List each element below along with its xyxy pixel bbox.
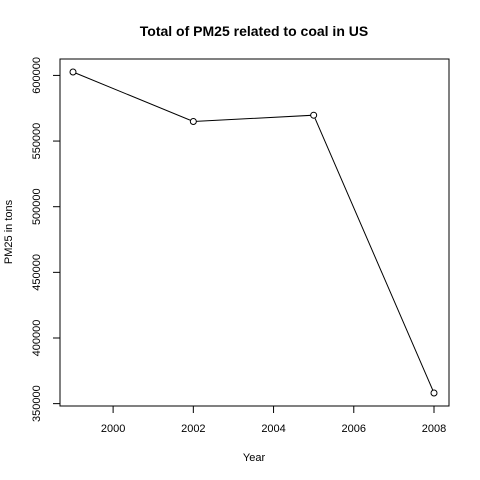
series-line: [72, 71, 435, 394]
data-points: [69, 68, 438, 397]
chart-title: Total of PM25 related to coal in US: [140, 23, 368, 39]
x-tick-label: 2008: [422, 423, 446, 435]
x-tick-label: 2004: [261, 423, 285, 435]
y-axis-label: PM25 in tons: [3, 199, 15, 264]
y-tick-label: 500000: [31, 188, 43, 225]
data-point: [69, 68, 77, 76]
plot-frame: [59, 58, 450, 407]
data-point: [189, 117, 197, 125]
x-tick-label: 2002: [181, 423, 205, 435]
y-tick-label: 450000: [31, 254, 43, 291]
x-axis-label: Year: [243, 452, 266, 464]
y-tick-label: 350000: [31, 385, 43, 422]
x-tick-label: 2000: [101, 423, 125, 435]
data-point: [430, 389, 438, 397]
data-point: [310, 111, 318, 119]
y-axis: 350000 400000 450000 500000 550000 600000: [31, 57, 61, 422]
y-tick-label: 400000: [31, 320, 43, 357]
y-tick-label: 600000: [31, 57, 43, 94]
x-axis: 2000 2002 2004 2006 2008: [101, 405, 446, 435]
x-tick-label: 2006: [342, 423, 366, 435]
y-tick-label: 550000: [31, 123, 43, 160]
